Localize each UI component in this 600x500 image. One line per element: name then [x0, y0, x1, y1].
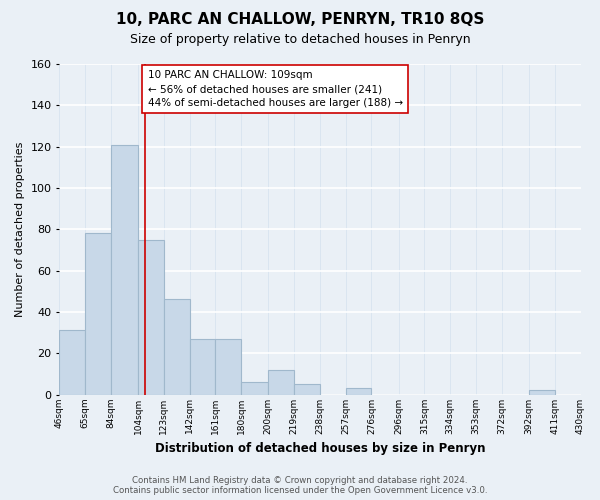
Y-axis label: Number of detached properties: Number of detached properties: [15, 142, 25, 317]
Bar: [268, 370, 294, 394]
X-axis label: Distribution of detached houses by size in Penryn: Distribution of detached houses by size …: [155, 442, 485, 455]
Text: 10, PARC AN CHALLOW, PENRYN, TR10 8QS: 10, PARC AN CHALLOW, PENRYN, TR10 8QS: [116, 12, 484, 28]
Text: Contains HM Land Registry data © Crown copyright and database right 2024.
Contai: Contains HM Land Registry data © Crown c…: [113, 476, 487, 495]
Bar: [190, 338, 215, 394]
Bar: [85, 234, 111, 394]
Text: Size of property relative to detached houses in Penryn: Size of property relative to detached ho…: [130, 32, 470, 46]
Bar: [111, 144, 138, 394]
Bar: [241, 382, 268, 394]
Bar: [346, 388, 371, 394]
Text: 10 PARC AN CHALLOW: 109sqm
← 56% of detached houses are smaller (241)
44% of sem: 10 PARC AN CHALLOW: 109sqm ← 56% of deta…: [148, 70, 403, 108]
Bar: [138, 240, 164, 394]
Bar: [164, 300, 190, 394]
Bar: [215, 338, 241, 394]
Bar: [294, 384, 320, 394]
Bar: [59, 330, 85, 394]
Bar: [529, 390, 555, 394]
